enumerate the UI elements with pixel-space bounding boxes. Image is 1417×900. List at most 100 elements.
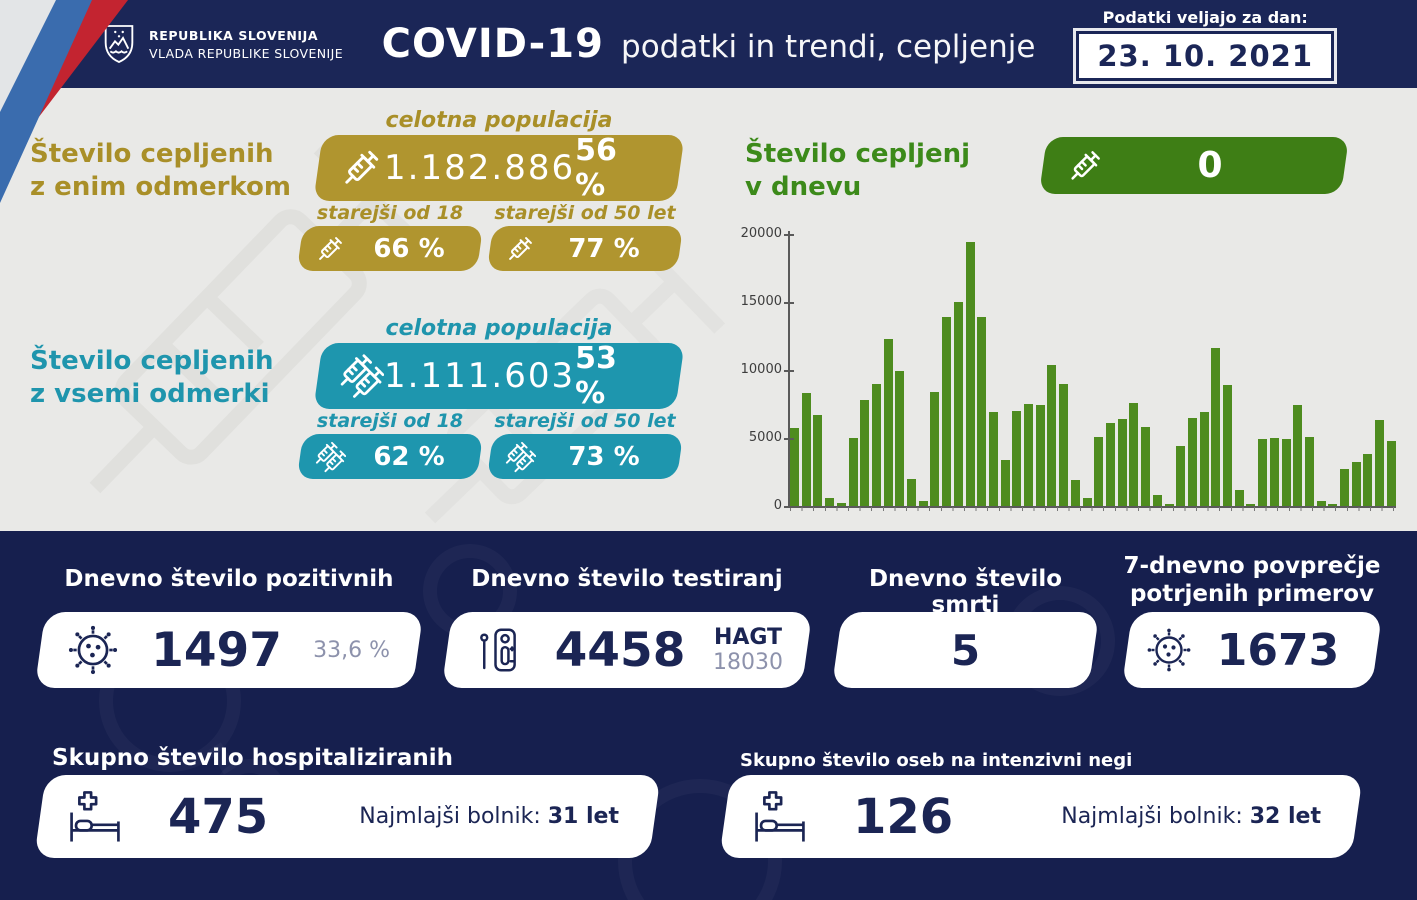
daily-vaccinations-count: 0 (1197, 145, 1223, 186)
double-syringe-icon (504, 441, 536, 473)
daily-vaccinations-label-line1: Število cepljenj (745, 139, 971, 169)
deaths-title: Dnevno število smrti (868, 566, 1063, 618)
chart-bar (1375, 420, 1385, 506)
chart-bar (1187, 417, 1197, 506)
tests-value: 4458 (554, 622, 686, 678)
youngest-patient-label: Najmlajši bolnik: (359, 804, 541, 829)
syringe-icon (504, 233, 536, 265)
avg-cases-title: 7-dnevno povprečje potrjenih primerov (1107, 552, 1397, 608)
all-doses-label: Število cepljenih z vsemi odmerki (30, 345, 274, 411)
double-syringe-icon (338, 352, 384, 400)
chart-bar (895, 371, 905, 506)
first-dose-over18-percent: 66 % (373, 233, 445, 264)
chart-bar (1152, 495, 1162, 506)
chart-bar (977, 316, 987, 506)
icu-card: 126 Najmlajši bolnik: 32 let (725, 775, 1357, 858)
chart-bar (836, 502, 846, 506)
first-dose-over50-pill: 77 % (490, 226, 680, 271)
deaths-card: 5 (837, 612, 1094, 688)
daily-vaccinations-pill: 0 (1043, 137, 1345, 194)
syringe-icon (314, 233, 346, 265)
hospitalized-value: 475 (168, 788, 269, 845)
daily-vaccinations-chart: 20000 15000 10000 5000 0 (741, 225, 1400, 513)
chart-bar (1141, 427, 1151, 506)
youngest-patient-label: Najmlajši bolnik: (1061, 804, 1243, 829)
chart-bar (1316, 501, 1326, 506)
hospital-bed-icon (66, 790, 124, 844)
first-dose-label: Število cepljenih z enim odmerkom (30, 138, 291, 204)
chart-bar (1223, 384, 1233, 506)
chart-bar (825, 497, 835, 506)
all-doses-total-pill: 1.111.603 53 % (318, 341, 680, 411)
chart-bar (1281, 439, 1291, 506)
chart-bar (1164, 503, 1174, 506)
first-dose-label-line2: z enim odmerkom (30, 172, 291, 202)
chart-bar (1351, 462, 1361, 506)
chart-bar (1199, 412, 1209, 506)
chart-bar (871, 383, 881, 506)
hospitalized-title: Skupno število hospitaliziranih (52, 745, 453, 771)
positives-percent: 33,6 % (313, 637, 390, 663)
chart-y-tick (784, 302, 794, 304)
gov-name-line2: VLADA REPUBLIKE SLOVENIJE (149, 45, 343, 61)
first-dose-percent: 56 % (575, 133, 617, 203)
coat-of-arms-icon (103, 24, 135, 64)
tests-title: Dnevno število testiranj (471, 566, 783, 592)
chart-bar (1258, 439, 1268, 506)
all-doses-label-line2: z vsemi odmerki (30, 379, 270, 409)
chart-bar (965, 242, 975, 506)
icu-title: Skupno število oseb na intenzivni negi (740, 750, 1133, 771)
chart-bar (883, 338, 893, 506)
report-date: Podatki veljajo za dan: 23. 10. 2021 (1079, 8, 1331, 78)
first-dose-total-pill: 1.182.886 56 % (318, 133, 680, 203)
chart-bar (790, 428, 799, 506)
all-doses-over50-percent: 73 % (568, 441, 640, 472)
chart-bar (1094, 436, 1104, 506)
date-value: 23. 10. 2021 (1079, 34, 1331, 78)
chart-bar (801, 393, 811, 506)
chart-bar (860, 399, 870, 506)
first-dose-over50-percent: 77 % (568, 233, 640, 264)
tests-hagt-count: 18030 (713, 650, 783, 675)
chart-bar (1293, 405, 1303, 506)
syringe-icon (1065, 146, 1105, 186)
avg-cases-title-line1: 7-dnevno povprečje (1123, 553, 1381, 579)
virus-icon (1145, 626, 1193, 674)
title-rest: podatki in trendi, cepljenje (621, 29, 1036, 65)
chart-y-tick (784, 234, 794, 236)
hospital-bed-icon (751, 790, 809, 844)
test-kit-icon (473, 623, 527, 677)
gov-branding: REPUBLIKA SLOVENIJA VLADA REPUBLIKE SLOV… (103, 24, 343, 64)
chart-bar (848, 438, 858, 506)
tests-secondary: HAGT 18030 (713, 625, 783, 675)
all-doses-over18-percent: 62 % (373, 441, 445, 472)
chart-y-tick-label: 5000 (748, 430, 782, 445)
daily-vaccinations-label-line2: v dnevu (745, 172, 862, 202)
chart-bar (1246, 503, 1256, 506)
chart-bar (930, 391, 940, 506)
hospitalized-note: Najmlajši bolnik: 31 let (359, 804, 619, 829)
all-doses-over50-pill: 73 % (490, 434, 680, 479)
gov-name-line1: REPUBLIKA SLOVENIJA (149, 27, 319, 43)
first-dose-label-line1: Število cepljenih (30, 139, 274, 169)
chart-bar (1211, 348, 1221, 506)
chart-bar (953, 302, 963, 506)
chart-bar (1012, 410, 1022, 506)
all-doses-count: 1.111.603 (384, 356, 576, 396)
all-doses-percent: 53 % (575, 341, 617, 411)
daily-vaccinations-label: Število cepljenj v dnevu (745, 138, 970, 204)
avg-cases-value: 1673 (1216, 624, 1340, 676)
header: REPUBLIKA SLOVENIJA VLADA REPUBLIKE SLOV… (0, 0, 1417, 88)
positives-value: 1497 (151, 622, 282, 678)
chart-y-tick-label: 15000 (740, 294, 782, 309)
chart-bar (1105, 423, 1115, 506)
chart-bar (813, 414, 823, 506)
all-doses-population-label: celotna populacija (385, 316, 613, 341)
icu-note: Najmlajši bolnik: 32 let (1061, 804, 1321, 829)
avg-cases-title-line2: potrjenih primerov (1129, 581, 1375, 607)
title-strong: COVID-19 (381, 21, 604, 67)
chart-bar (1328, 503, 1338, 506)
chart-bar (918, 501, 928, 506)
chart-y-tick-label: 0 (773, 498, 782, 513)
avg-cases-card: 1673 (1127, 612, 1377, 688)
